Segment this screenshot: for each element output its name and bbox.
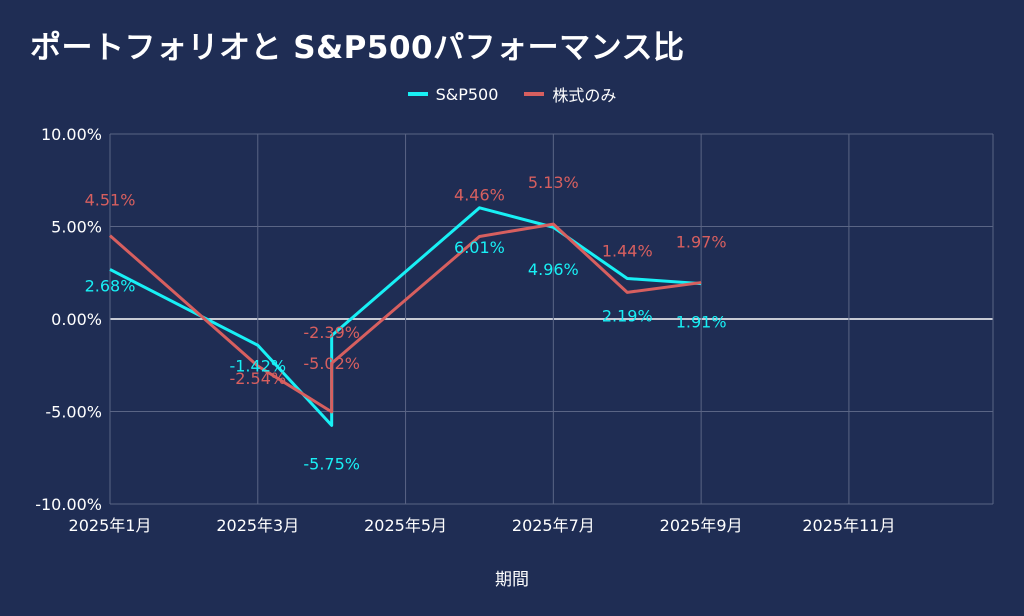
data-label: 4.96% bbox=[528, 260, 579, 279]
x-axis-title: 期間 bbox=[495, 570, 529, 590]
series-line-stocks bbox=[109, 222, 702, 414]
legend-item-stocks[interactable]: 株式のみ bbox=[524, 82, 616, 106]
data-label: 2.19% bbox=[602, 306, 653, 325]
x-tick-label: 2025年5月 bbox=[364, 516, 447, 535]
y-tick-label: 10.00% bbox=[41, 125, 102, 144]
y-tick-label: -10.00% bbox=[35, 495, 102, 514]
x-tick-label: 2025年3月 bbox=[216, 516, 299, 535]
legend-label-sp500: S&P500 bbox=[435, 84, 499, 104]
x-tick-label: 2025年7月 bbox=[512, 516, 595, 535]
data-label: 2.68% bbox=[85, 276, 136, 295]
data-label: 5.13% bbox=[528, 173, 579, 192]
x-tick-label: 2025年1月 bbox=[69, 516, 152, 535]
y-tick-label: -5.00% bbox=[45, 403, 102, 422]
data-label: -5.75% bbox=[303, 454, 360, 473]
data-label: 4.51% bbox=[85, 191, 136, 210]
data-label: -2.39% bbox=[303, 323, 360, 342]
y-tick-label: 0.00% bbox=[51, 310, 102, 329]
legend: S&P500 株式のみ bbox=[0, 82, 1024, 106]
data-label: 1.97% bbox=[676, 233, 727, 252]
data-label: 4.46% bbox=[454, 185, 505, 204]
data-label: 1.44% bbox=[602, 241, 653, 260]
y-tick-label: 5.00% bbox=[51, 218, 102, 237]
legend-label-stocks: 株式のみ bbox=[552, 86, 617, 105]
x-tick-label: 2025年9月 bbox=[660, 516, 743, 535]
x-tick-label: 2025年11月 bbox=[802, 516, 895, 535]
data-label: 6.01% bbox=[454, 238, 505, 257]
legend-item-sp500[interactable]: S&P500 bbox=[407, 82, 499, 106]
chart-title: ポートフォリオと S&P500パフォーマンス比 bbox=[30, 30, 685, 66]
data-label: 1.91% bbox=[676, 313, 727, 332]
data-label: -1.42% bbox=[229, 356, 286, 375]
data-label: -5.02% bbox=[303, 354, 360, 373]
data-label: -2.54% bbox=[229, 369, 286, 388]
legend-swatch-sp500 bbox=[407, 92, 428, 96]
legend-swatch-stocks bbox=[524, 92, 545, 96]
series-line-sp500 bbox=[109, 206, 702, 427]
